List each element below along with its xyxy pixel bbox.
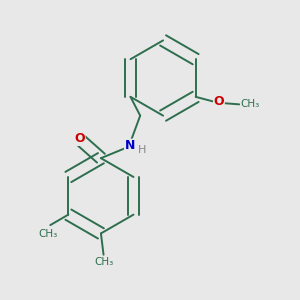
Text: O: O [214,95,224,108]
Text: N: N [124,139,135,152]
Text: CH₃: CH₃ [39,229,58,239]
Text: O: O [74,132,85,146]
Text: CH₃: CH₃ [241,99,260,110]
Text: H: H [138,145,147,155]
Text: CH₃: CH₃ [94,257,113,267]
